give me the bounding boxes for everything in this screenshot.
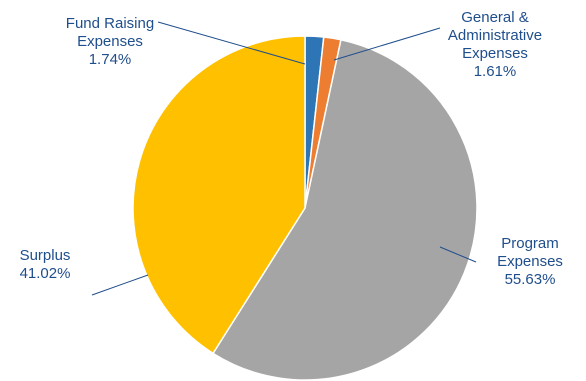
data-label-line: Expenses (462, 45, 528, 62)
data-label-percent: 41.02% (20, 265, 71, 282)
data-label-fund-raising-expenses: Fund Raising Expenses 1.74% (66, 15, 154, 68)
data-label-percent: 1.74% (89, 51, 132, 68)
data-label-line: General & (461, 9, 529, 26)
leader-line-general-administrative-expenses (333, 27, 441, 61)
leader-line-fund-raising-expenses (157, 21, 306, 65)
data-label-line: Fund Raising (66, 15, 154, 32)
data-label-line: Administrative (448, 27, 542, 44)
data-label-percent: 55.63% (505, 271, 556, 288)
data-label-line: Expenses (497, 253, 563, 270)
data-label-program-expenses: Program Expenses 55.63% (497, 235, 563, 288)
data-label-percent: 1.61% (474, 63, 517, 80)
data-label-surplus: Surplus 41.02% (20, 247, 71, 282)
pie-slice-program-expenses (211, 38, 478, 381)
data-label-line: Surplus (20, 247, 71, 264)
data-label-general-administrative-expenses: General & Administrative Expenses 1.61% (448, 9, 542, 80)
leader-line-program-expenses (439, 246, 477, 263)
data-label-line: Expenses (77, 33, 143, 50)
leader-line-surplus (91, 274, 149, 296)
data-label-line: Program (501, 235, 559, 252)
pie-slice-surplus (132, 35, 306, 355)
